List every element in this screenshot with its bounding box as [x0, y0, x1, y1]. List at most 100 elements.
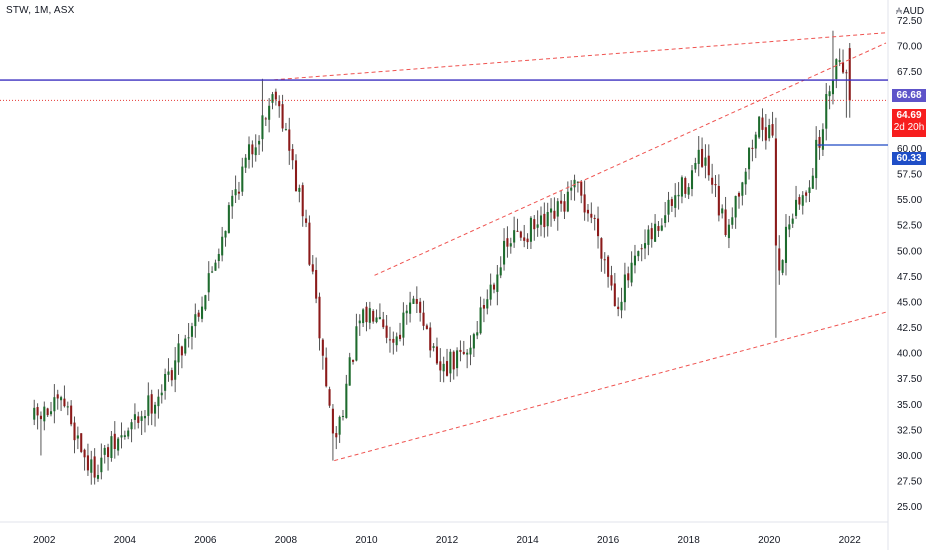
last-price-label: 64.69 — [896, 110, 922, 121]
candle-body — [620, 301, 623, 311]
candle-body — [251, 144, 254, 155]
candle-body — [170, 370, 173, 381]
candle-body — [633, 255, 636, 266]
chart-title: STW, 1M, ASX — [6, 5, 75, 16]
candle-body — [415, 299, 418, 304]
candle-body — [701, 148, 704, 167]
candle-body — [301, 185, 304, 217]
candle-body — [617, 306, 620, 310]
candle-body — [590, 213, 593, 218]
candle-body — [372, 310, 375, 322]
candle-body — [247, 144, 251, 160]
candle-body — [140, 416, 143, 421]
candle-body — [378, 317, 381, 320]
candle-body — [456, 350, 459, 369]
candle-body — [711, 177, 714, 185]
candle-body — [811, 175, 814, 189]
y-tick-label: 32.50 — [897, 425, 922, 436]
candle-body — [630, 262, 633, 283]
candle-body — [143, 416, 147, 419]
candle-body — [107, 447, 110, 458]
candle-body — [607, 256, 610, 277]
candle-body — [261, 115, 264, 140]
candle-body — [46, 408, 49, 416]
candle-body — [570, 187, 573, 191]
x-tick-label: 2022 — [839, 535, 862, 546]
candle-body — [539, 215, 543, 225]
candle-body — [33, 407, 36, 420]
y-tick-label: 60.00 — [897, 144, 922, 155]
candle-body — [288, 129, 291, 151]
candle-body — [174, 360, 177, 380]
candle-body — [425, 325, 428, 330]
candle-body — [405, 310, 408, 314]
x-tick-label: 2014 — [516, 535, 539, 546]
candle-body — [382, 319, 385, 328]
candle-body — [211, 271, 214, 273]
candle-body — [600, 238, 603, 259]
candle-body — [133, 414, 136, 420]
candle-body — [529, 217, 532, 242]
candle-body — [610, 275, 613, 286]
candle-body — [311, 264, 314, 272]
candle-body — [402, 312, 405, 338]
x-tick-label: 2006 — [194, 535, 217, 546]
x-tick-label: 2004 — [114, 535, 137, 546]
candle-body — [412, 298, 415, 304]
y-tick-label: 57.50 — [897, 170, 922, 181]
candle-body — [348, 357, 351, 386]
candle-body — [194, 314, 197, 327]
candle-body — [268, 105, 271, 120]
candle-body — [543, 213, 546, 228]
candle-body — [462, 351, 465, 354]
candle-body — [298, 187, 301, 192]
candle-body — [640, 248, 643, 250]
candle-body — [597, 218, 600, 237]
candle-body — [147, 395, 150, 416]
candle-body — [835, 59, 838, 80]
candle-body — [308, 222, 311, 265]
candle-body — [764, 127, 767, 141]
x-tick-label: 2010 — [355, 535, 378, 546]
y-tick-label: 27.50 — [897, 477, 922, 488]
candle-body — [737, 192, 741, 197]
candle-body — [237, 191, 240, 194]
candle-body — [828, 91, 831, 97]
candle-body — [690, 170, 694, 190]
candle-body — [717, 185, 720, 216]
candle-body — [200, 306, 204, 319]
candle-body — [674, 195, 677, 208]
candle-body — [593, 217, 596, 219]
candle-body — [86, 455, 89, 471]
upper-channel-trendline — [273, 32, 887, 81]
candle-body — [731, 217, 734, 225]
candle-body — [432, 346, 435, 348]
bar-countdown-label: 2d 20h — [893, 122, 925, 133]
candle-body — [482, 305, 485, 309]
candle-body — [768, 124, 771, 139]
candle-body — [422, 312, 425, 326]
candle-body — [496, 274, 499, 292]
candle-body — [667, 199, 670, 215]
currency-selector[interactable]: ₳AUD — [896, 4, 926, 19]
candle-body — [137, 416, 140, 423]
candle-body — [657, 226, 660, 231]
candle-body — [721, 208, 724, 214]
candle-body — [509, 243, 512, 247]
candle-body — [39, 415, 42, 420]
candle-body — [566, 191, 569, 212]
candle-body — [523, 237, 526, 241]
candle-body — [754, 134, 757, 149]
candle-body — [580, 181, 583, 196]
candle-body — [492, 284, 496, 290]
candle-body — [325, 357, 328, 387]
candle-body — [704, 157, 707, 166]
y-tick-label: 37.50 — [897, 374, 922, 385]
candle-body — [76, 435, 79, 439]
candle-body — [93, 456, 96, 478]
candle-body — [184, 338, 187, 354]
candle-body — [221, 236, 224, 256]
candle-body — [687, 187, 690, 195]
